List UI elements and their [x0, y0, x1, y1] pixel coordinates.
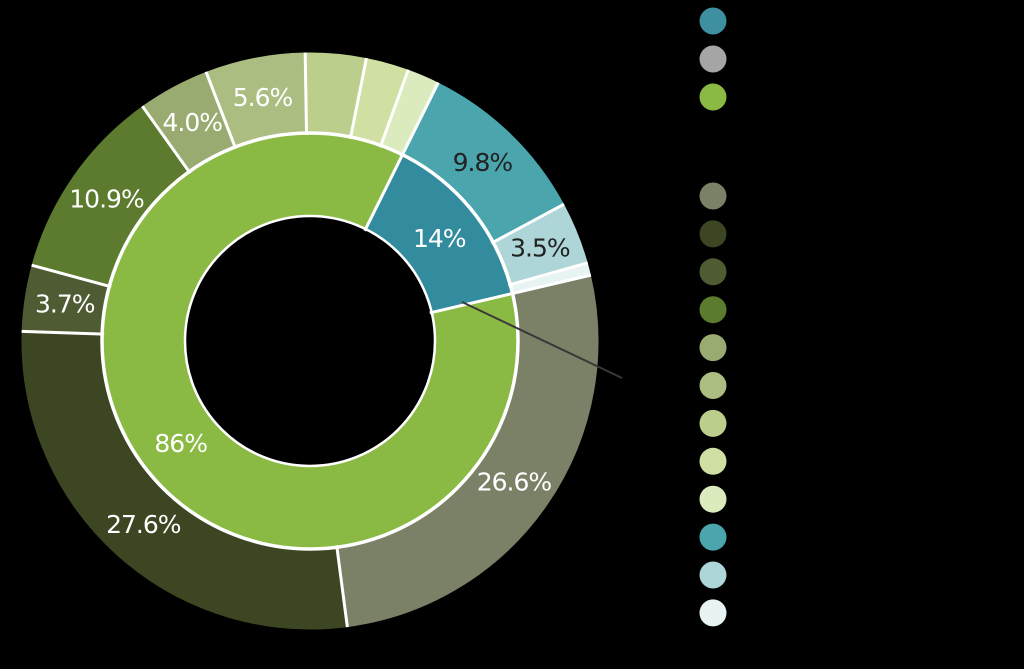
annotation-leader-line — [461, 301, 623, 379]
outer-ring-legend-dot — [699, 561, 727, 589]
outer-ring-divider — [507, 261, 589, 287]
inner-ring-divider — [429, 291, 515, 315]
legend — [699, 7, 727, 627]
ring-separator — [100, 131, 520, 551]
slice-labels: 86% 14% 26.6% 27.6% 3.7% 10.9% 4.0% 5.6% 9.8% 3.5… — [35, 83, 571, 539]
leader-line — [461, 301, 623, 379]
inner-ring-legend-dot — [699, 7, 727, 35]
outer-ring-legend-dot — [699, 296, 727, 324]
outer-ring-divider — [400, 81, 440, 158]
outer-ring-divider — [378, 69, 410, 148]
slice-percentage-label: 5.6% — [233, 83, 293, 112]
outer-ring-legend-dot — [699, 182, 727, 210]
slice-percentage-label: 86% — [154, 429, 207, 458]
slice-percentage-label: 14% — [413, 224, 466, 253]
wedge-edges — [21, 52, 592, 628]
outer-ring-legend-dot — [699, 485, 727, 513]
outer-ring-legend-dot — [699, 258, 727, 286]
outer-ring-legend-dot — [699, 599, 727, 627]
outer-ring-divider — [303, 52, 309, 136]
outer-ring-divider — [21, 329, 105, 336]
inner-ring-legend-dot — [699, 45, 727, 73]
slice-percentage-label: 3.7% — [35, 290, 95, 319]
outer-ring-legend-dot — [699, 372, 727, 399]
outer-ring-legend-dot — [699, 409, 727, 437]
slice-percentage-label: 27.6% — [106, 510, 181, 539]
donut-hole-rim — [183, 214, 437, 468]
outer-ring-divider — [490, 202, 565, 245]
outer-ring-legend-dot — [699, 523, 727, 551]
outer-ring-legend-dot — [699, 447, 727, 475]
slice-percentage-label: 26.6% — [477, 468, 552, 497]
outer-ring-divider — [348, 57, 368, 140]
slice-percentage-label: 10.9% — [69, 185, 144, 214]
slice-percentage-label: 9.8% — [453, 148, 513, 177]
outer-ring-divider — [141, 105, 192, 175]
outer-ring-legend-dot — [699, 220, 727, 248]
outer-ring-legend-dot — [699, 334, 727, 362]
outer-ring-divider — [510, 273, 592, 296]
inner-ring-divider — [363, 152, 405, 232]
outer-ring-divider — [31, 263, 112, 289]
outer-ring-divider — [335, 545, 349, 628]
donut-wedges — [21, 52, 599, 630]
slice-percentage-label: 4.0% — [163, 108, 223, 137]
slice-percentage-label: 3.5% — [510, 234, 570, 263]
outer-ring-divider — [204, 71, 238, 150]
inner-ring-legend-dot — [699, 83, 727, 111]
